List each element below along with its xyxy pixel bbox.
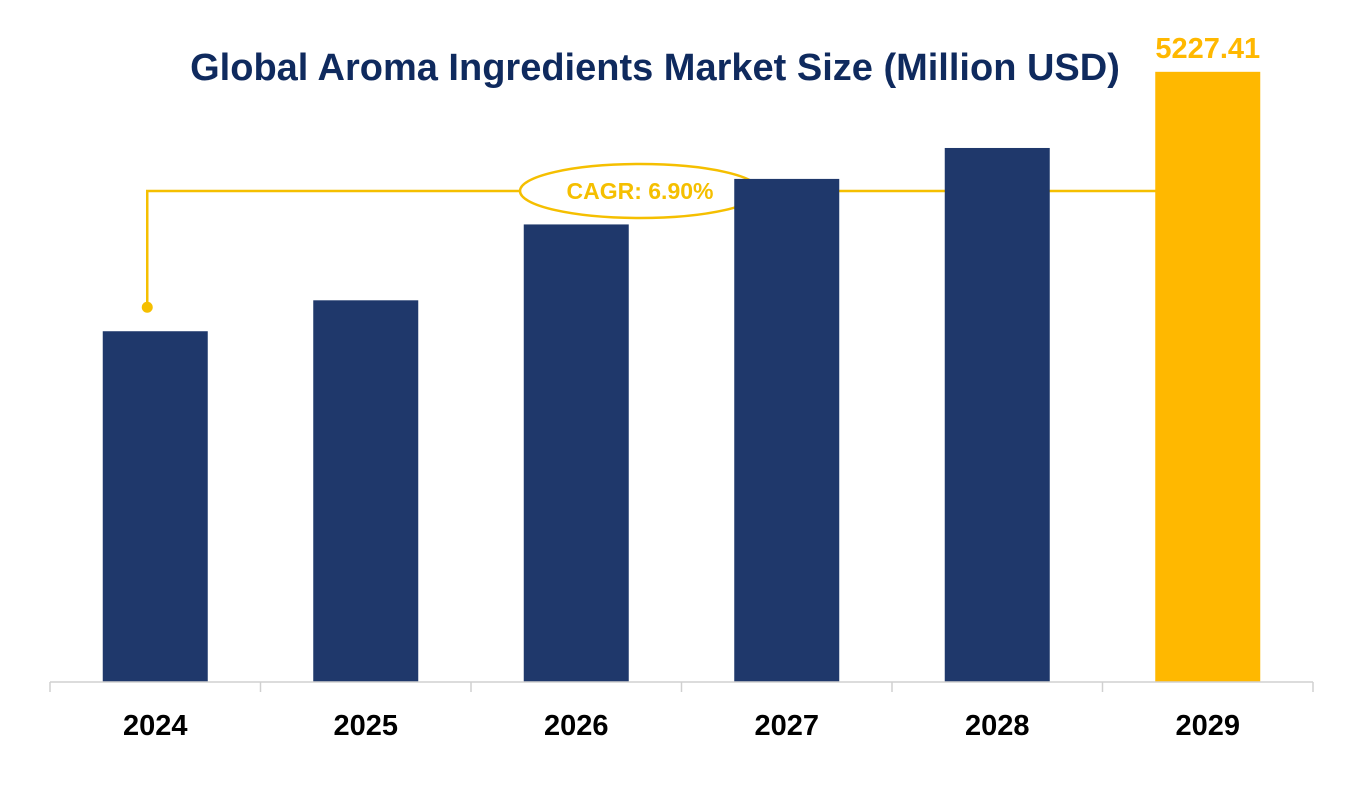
x-tick-label: 2024 <box>123 710 188 742</box>
bar-2029 <box>1155 71 1261 683</box>
cagr-annotation: CAGR: 6.90% <box>141 162 1214 313</box>
bar-2028 <box>944 147 1050 683</box>
bar-2025 <box>313 300 419 682</box>
x-tick-label: 2027 <box>754 710 819 742</box>
bar-2024 <box>102 331 208 682</box>
cagr-start-dot <box>141 301 153 313</box>
data-label: 5227.41 <box>1155 33 1260 65</box>
labels: 2024 2025 2026 2027 2028 2029 5227.41 <box>123 33 1260 742</box>
bar-2026 <box>523 224 629 683</box>
x-tick-label: 2029 <box>1175 710 1240 742</box>
cagr-label: CAGR: 6.90% <box>567 178 714 204</box>
x-tick-label: 2025 <box>333 710 398 742</box>
cagr-connector <box>146 189 1208 308</box>
bars <box>102 71 1261 683</box>
x-axis <box>49 681 1314 692</box>
chart-title: Global Aroma Ingredients Market Size (Mi… <box>190 47 1120 89</box>
bar-2027 <box>734 178 840 682</box>
x-tick-label: 2026 <box>544 710 609 742</box>
x-tick-label: 2028 <box>965 710 1030 742</box>
